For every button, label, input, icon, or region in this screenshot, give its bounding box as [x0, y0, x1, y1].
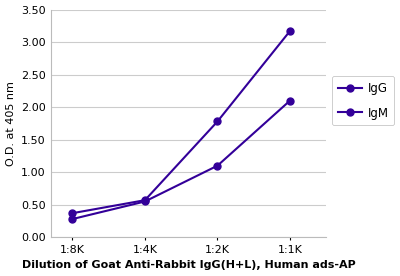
IgG — [142, 198, 147, 202]
Line: IgG: IgG — [69, 28, 294, 217]
Legend: IgG, IgM: IgG, IgM — [332, 76, 394, 125]
IgG — [70, 211, 75, 215]
X-axis label: Dilution of Goat Anti-Rabbit IgG(H+L), Human ads-AP: Dilution of Goat Anti-Rabbit IgG(H+L), H… — [22, 261, 355, 270]
Line: IgM: IgM — [69, 97, 294, 222]
IgG — [215, 120, 220, 123]
IgM — [215, 164, 220, 167]
Y-axis label: O.D. at 405 nm: O.D. at 405 nm — [6, 81, 16, 166]
IgM — [70, 217, 75, 221]
IgM — [142, 200, 147, 203]
IgG — [288, 29, 292, 33]
IgM — [288, 99, 292, 102]
